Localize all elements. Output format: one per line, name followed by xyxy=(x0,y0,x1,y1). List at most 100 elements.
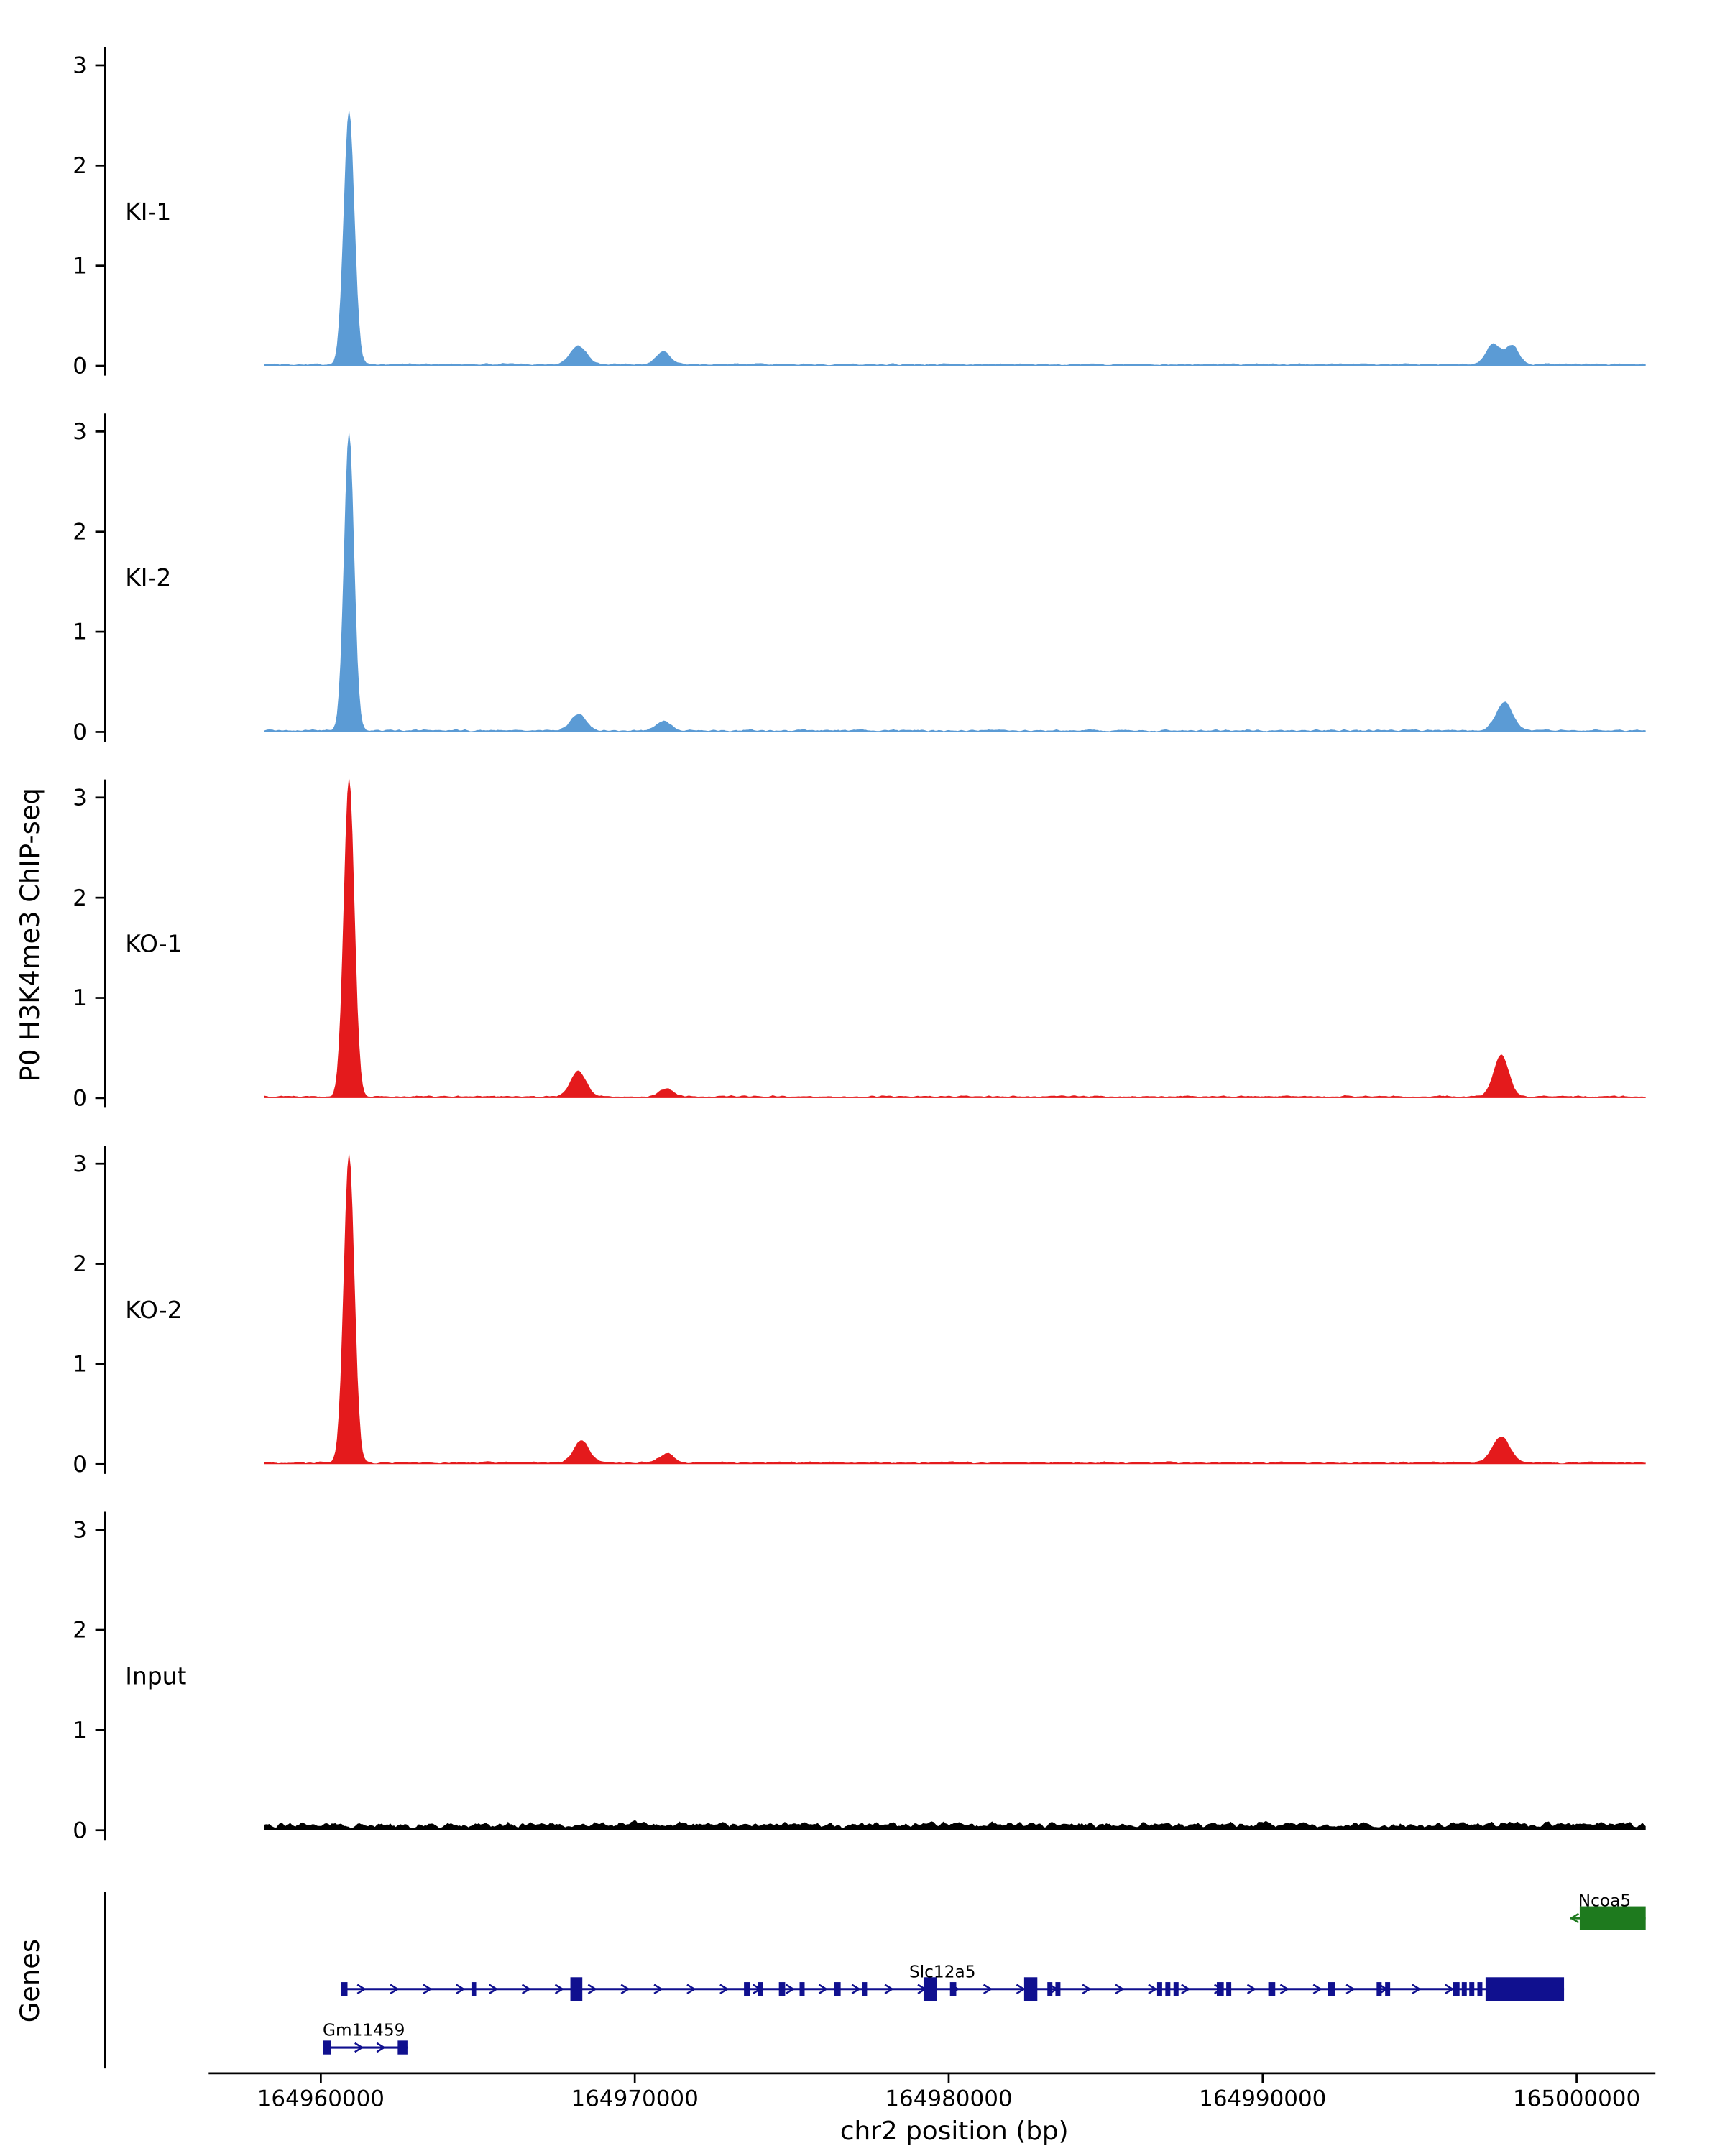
gene-label: Ncoa5 xyxy=(1578,1892,1631,1911)
strand-arrow-icon xyxy=(456,1984,466,1995)
exon xyxy=(1579,1906,1646,1930)
gene-Slc12a5: Slc12a5 xyxy=(341,1962,1565,2001)
strand-arrow-icon xyxy=(376,2042,386,2053)
y-tick-label: 0 xyxy=(73,1452,87,1478)
strand-arrow-icon xyxy=(1115,1984,1125,1995)
track-label: KI-2 xyxy=(125,563,171,591)
y-tick-label: 1 xyxy=(73,253,87,279)
gene-Ncoa5: Ncoa5 xyxy=(1569,1892,1646,1930)
exon xyxy=(1477,1982,1483,1996)
strand-arrow-icon xyxy=(719,1984,730,1995)
y-tick-label: 0 xyxy=(73,354,87,379)
x-tick-label: 165000000 xyxy=(1513,2086,1640,2111)
strand-arrow-icon xyxy=(554,1984,564,1995)
strand-arrow-icon xyxy=(1346,1984,1356,1995)
strand-arrow-icon xyxy=(1148,1984,1158,1995)
strand-arrow-icon xyxy=(354,2042,364,2053)
exon xyxy=(1226,1982,1232,1996)
strand-arrow-icon xyxy=(818,1984,828,1995)
strand-arrow-icon xyxy=(851,1984,861,1995)
exon xyxy=(862,1982,868,1996)
strand-arrow-icon xyxy=(521,1984,532,1995)
strand-arrow-icon xyxy=(620,1984,630,1995)
exon xyxy=(923,1977,937,2001)
track-KO-1: 0 1 2 3 KO-1 xyxy=(73,776,1646,1112)
strand-arrow-icon xyxy=(1312,1984,1322,1995)
exon xyxy=(1024,1977,1038,2001)
exon xyxy=(1216,1982,1224,1996)
strand-arrow-icon xyxy=(983,1984,993,1995)
exon xyxy=(1156,1982,1162,1996)
track-KO-2: 0 1 2 3 KO-2 xyxy=(73,1146,1646,1478)
exon xyxy=(471,1982,477,1996)
exon xyxy=(1173,1982,1179,1996)
exon xyxy=(1485,1977,1565,2001)
signal-area xyxy=(264,776,1646,1098)
strand-arrow-icon xyxy=(489,1984,499,1995)
y-tick-label: 2 xyxy=(73,885,87,911)
track-label: KO-1 xyxy=(125,930,182,958)
y-axis-title: P0 H3K4me3 ChIP-seq xyxy=(14,788,45,1082)
exon xyxy=(323,2040,331,2055)
gene-Gm11459: Gm11459 xyxy=(323,2021,408,2055)
strand-arrow-icon xyxy=(587,1984,597,1995)
signal-area xyxy=(264,109,1646,367)
strand-arrow-icon xyxy=(1412,1984,1422,1995)
exon xyxy=(1165,1982,1171,1996)
track-Input: 0 1 2 3 Input xyxy=(73,1511,1646,1843)
exon xyxy=(778,1982,786,1996)
track-label: KO-2 xyxy=(125,1296,182,1324)
track-label: KI-1 xyxy=(125,198,171,226)
y-tick-label: 2 xyxy=(73,153,87,179)
strand-arrow-icon xyxy=(1569,1912,1580,1924)
x-tick-label: 164970000 xyxy=(571,2086,699,2111)
gene-label: Slc12a5 xyxy=(909,1962,976,1981)
exon xyxy=(1385,1982,1391,1996)
exon xyxy=(1328,1982,1335,1996)
signal-area xyxy=(264,1820,1646,1830)
strand-arrow-icon xyxy=(884,1984,894,1995)
strand-arrow-icon xyxy=(1181,1984,1191,1995)
x-tick-label: 164990000 xyxy=(1199,2086,1326,2111)
strand-arrow-icon xyxy=(1016,1984,1026,1995)
y-tick-label: 2 xyxy=(73,519,87,545)
exon xyxy=(1469,1982,1475,1996)
strand-arrow-icon xyxy=(356,1984,367,1995)
genes-panel: Ncoa5 Slc12a5 Gm11459 xyxy=(104,1892,1646,2069)
track-KI-2: 0 1 2 3 KI-2 xyxy=(73,413,1646,745)
genes-panel-title: Genes xyxy=(14,1939,45,2022)
y-tick-label: 3 xyxy=(73,1517,87,1543)
exon xyxy=(570,1977,583,2001)
exon xyxy=(1047,1982,1053,1996)
strand-arrow-icon xyxy=(785,1984,796,1995)
exon xyxy=(949,1982,957,1996)
strand-arrow-icon xyxy=(423,1984,433,1995)
strand-arrow-icon xyxy=(390,1984,400,1995)
y-tick-label: 3 xyxy=(73,419,87,445)
strand-arrow-icon xyxy=(686,1984,696,1995)
y-tick-label: 1 xyxy=(73,985,87,1011)
exon xyxy=(1055,1982,1061,1996)
exon xyxy=(397,2040,408,2055)
y-tick-label: 3 xyxy=(73,53,87,79)
track-KI-1: 0 1 2 3 KI-1 xyxy=(73,47,1646,379)
y-tick-label: 1 xyxy=(73,1352,87,1378)
strand-arrow-icon xyxy=(1445,1984,1455,1995)
exon xyxy=(1376,1982,1382,1996)
signal-area xyxy=(264,1151,1646,1465)
y-tick-label: 0 xyxy=(73,1818,87,1843)
exon xyxy=(744,1982,750,1996)
y-tick-label: 2 xyxy=(73,1618,87,1644)
y-tick-label: 0 xyxy=(73,1086,87,1112)
x-axis-title: chr2 position (bp) xyxy=(840,2116,1069,2146)
strand-arrow-icon xyxy=(1246,1984,1257,1995)
strand-arrow-icon xyxy=(1082,1984,1092,1995)
y-tick-label: 2 xyxy=(73,1251,87,1277)
exon xyxy=(1268,1982,1276,1996)
track-label: Input xyxy=(125,1662,186,1690)
y-tick-label: 1 xyxy=(73,619,87,645)
exon xyxy=(799,1982,805,1996)
y-tick-label: 1 xyxy=(73,1718,87,1743)
exon xyxy=(1461,1982,1467,1996)
